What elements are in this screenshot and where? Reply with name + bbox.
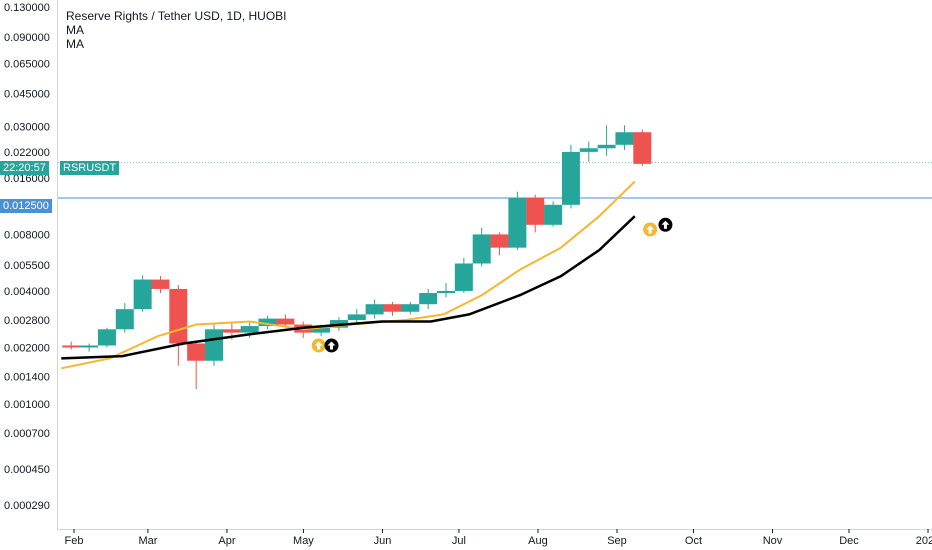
y-tick-label: 0.045000 — [4, 89, 50, 101]
candle-body — [615, 132, 634, 145]
x-tick-label: Sep — [607, 535, 627, 547]
symbol-tag: RSRUSDT — [60, 161, 120, 175]
candle-body — [454, 263, 473, 291]
time-axis[interactable]: Feb Mar Apr May Jun Jul Aug Sep Oct Nov Dec 2021 — [65, 529, 932, 547]
x-tick-label: Feb — [65, 535, 84, 547]
candle-body — [347, 314, 366, 321]
x-tick-label: Nov — [763, 535, 783, 547]
candle-body — [222, 329, 241, 333]
candle-body — [115, 309, 134, 330]
x-tick-label: Mar — [138, 535, 157, 547]
candle-body — [312, 327, 331, 333]
candle-body — [62, 345, 81, 348]
y-tick-label: 0.004000 — [4, 286, 50, 298]
y-tick-label: 0.002000 — [4, 342, 50, 354]
candle-body — [365, 304, 384, 315]
candle-body — [97, 329, 116, 346]
candle-body — [240, 326, 259, 333]
y-tick-label: 0.001400 — [4, 372, 50, 384]
ma-slow-line — [61, 215, 636, 360]
y-tick-label: 0.030000 — [4, 122, 50, 134]
chart-title: Reserve Rights / Tether USD, 1D, HUOBI — [66, 9, 287, 23]
y-tick-label: 0.016000 — [4, 173, 50, 185]
indicator-label-ma-slow[interactable]: MA — [66, 37, 84, 51]
up-arrow-icon — [314, 341, 323, 350]
x-tick-label: Apr — [218, 535, 235, 547]
y-tick-label: 0.090000 — [4, 32, 50, 44]
y-tick-label: 0.008000 — [4, 229, 50, 241]
x-tick-label: May — [293, 535, 314, 547]
candle-body — [544, 204, 563, 225]
candle-body — [437, 290, 455, 294]
x-tick-label: Jun — [374, 535, 392, 547]
signal-marker — [324, 338, 339, 353]
x-tick-label: Oct — [685, 535, 702, 547]
candle-body — [133, 279, 152, 310]
price-axis[interactable]: 0.130000 0.090000 0.065000 0.045000 0.030000… — [4, 2, 50, 512]
signal-marker — [643, 222, 658, 237]
y-tick-label: 0.000700 — [4, 428, 50, 440]
candle-body — [151, 279, 170, 289]
countdown-tag: 22:20:57 — [0, 161, 49, 175]
candle-body — [472, 234, 491, 264]
candle-body — [383, 304, 402, 312]
candle-body — [276, 318, 295, 325]
signal-marker — [311, 338, 326, 353]
price-line-tag: 0.012500 — [0, 199, 52, 213]
candle-body — [205, 329, 224, 361]
candle-body — [579, 148, 598, 152]
up-arrow-icon — [646, 225, 655, 234]
candle-body — [526, 198, 545, 225]
x-tick-label: 2021 — [916, 535, 932, 547]
x-tick-label: Aug — [528, 535, 548, 547]
y-tick-label: 0.130000 — [4, 2, 50, 14]
y-tick-label: 0.000290 — [4, 500, 50, 512]
candle-body — [597, 144, 616, 149]
x-tick-label: Jul — [452, 535, 466, 547]
candle-body — [561, 151, 580, 205]
candle-body — [187, 343, 206, 361]
y-tick-label: 0.022000 — [4, 147, 50, 159]
candle-body — [169, 288, 188, 344]
reference-lines — [58, 162, 932, 200]
candle-body — [633, 132, 652, 164]
up-arrow-icon — [661, 220, 670, 229]
y-tick-label: 0.001000 — [4, 399, 50, 411]
y-tick-label: 0.065000 — [4, 59, 50, 71]
y-tick-label: 0.005500 — [4, 260, 50, 272]
moving-averages — [61, 180, 636, 370]
signals — [311, 217, 673, 353]
up-arrow-icon — [327, 341, 336, 350]
candle-body — [258, 318, 277, 327]
candle-body — [419, 293, 438, 305]
candle-body — [508, 198, 527, 248]
signal-marker — [658, 217, 673, 232]
candle-body — [401, 304, 420, 312]
y-tick-label: 0.002800 — [4, 315, 50, 327]
candle-body — [490, 234, 509, 248]
candle-body — [80, 345, 99, 348]
y-tick-label: 0.000450 — [4, 464, 50, 476]
x-tick-label: Dec — [839, 535, 859, 547]
indicator-label-ma-fast[interactable]: MA — [66, 23, 84, 37]
